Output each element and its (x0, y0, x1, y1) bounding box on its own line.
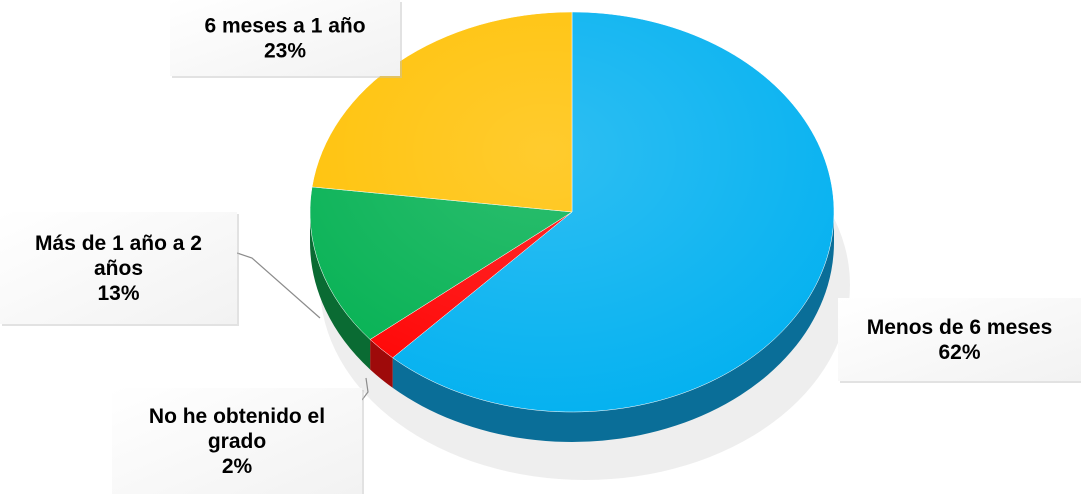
data-label-box (112, 388, 362, 494)
data-label-value: 13% (97, 282, 139, 305)
data-label-category: No he obtenido el (149, 405, 325, 428)
leader-line-no-he-obtenido-el-grado (361, 377, 369, 401)
pie-sides (310, 212, 834, 443)
pie-side-no-he-obtenido-el-grado (370, 339, 393, 388)
leader-lines (236, 252, 369, 401)
data-label-category: 6 meses a 1 año (204, 15, 365, 38)
data-label-box (0, 212, 237, 324)
data-label-category: años (94, 257, 143, 280)
data-label-category: grado (208, 430, 266, 453)
data-label-category: Menos de 6 meses (867, 316, 1053, 339)
data-label-box (170, 0, 400, 76)
data-label-category: Más de 1 año a 2 (35, 232, 202, 255)
leader-line-mas-de-1-ano-a-2-anos (236, 252, 321, 319)
data-label-box (838, 298, 1081, 381)
pie-highlight (310, 12, 834, 412)
data-label-value: 62% (938, 341, 980, 364)
data-label-value: 23% (264, 40, 306, 63)
pie-side-mas-de-1-ano-a-2-anos (310, 212, 371, 370)
pie-side-menos-de-6-meses (392, 212, 834, 443)
data-label-value: 2% (222, 455, 253, 478)
